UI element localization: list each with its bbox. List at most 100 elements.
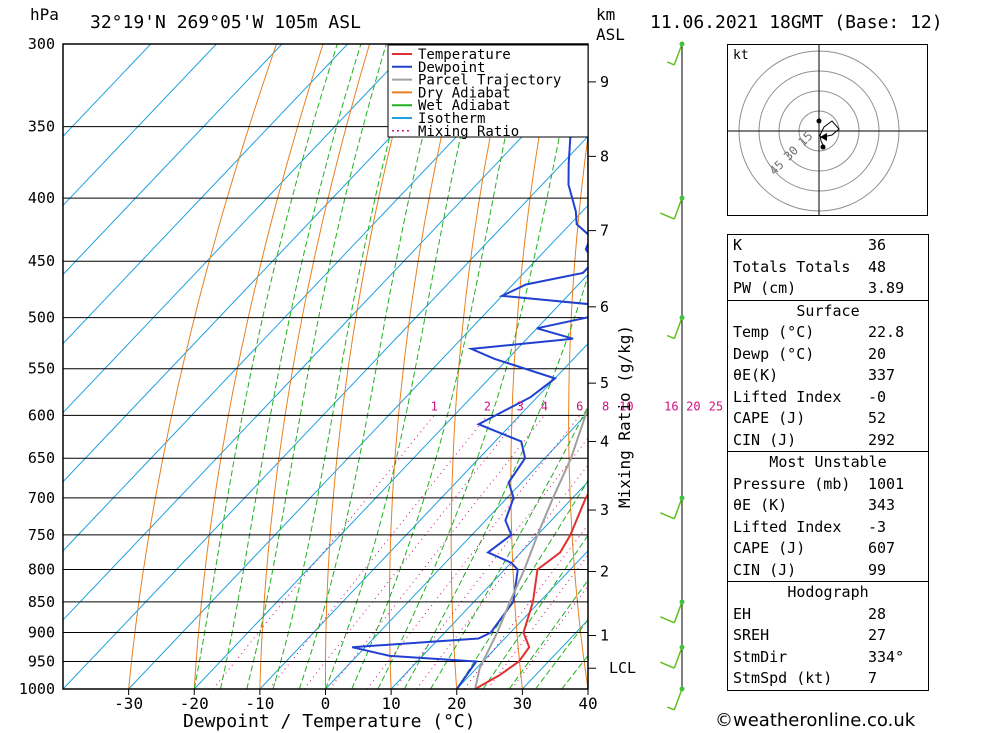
index-row: Dewp (°C) 20 <box>728 344 928 366</box>
index-value: 3.89 <box>868 279 905 297</box>
dry-adiabat-line <box>974 44 1000 689</box>
height-unit-asl-label: ASL <box>596 25 625 44</box>
pressure-tick-label: 700 <box>28 489 55 507</box>
km-tick-label: 1 <box>600 627 609 645</box>
mixing-ratio-label: 16 <box>664 399 678 413</box>
index-row: PW (cm) 3.89 <box>728 278 928 300</box>
index-label: CAPE (J) <box>733 409 806 427</box>
index-label: PW (cm) <box>733 279 797 297</box>
index-label: StmDir <box>733 647 788 666</box>
isotherm-line <box>63 44 152 138</box>
mixing-ratio-line <box>511 585 588 689</box>
index-value: 1001 <box>868 474 905 493</box>
index-label: Temp (°C) <box>733 323 815 341</box>
index-label: Totals Totals <box>733 257 851 276</box>
storm-motion-marker <box>820 133 827 141</box>
isotherm-line <box>325 411 588 689</box>
x-tick-label: -20 <box>180 694 209 713</box>
dewpoint-profile <box>351 44 588 689</box>
mixing-ratio-label: 10 <box>619 399 633 413</box>
legend-label: Temperature <box>418 47 511 63</box>
credit-label: ©weatheronline.co.uk <box>715 710 916 731</box>
isotherm-line <box>63 44 348 345</box>
location-label: 32°19'N 269°05'W 105m ASL <box>90 12 361 33</box>
mixing-ratio-label: 1 <box>431 399 438 413</box>
x-tick-label: -10 <box>245 694 274 713</box>
index-row: K 36 <box>728 235 928 257</box>
km-tick-label: 4 <box>600 432 609 450</box>
pressure-tick-label: 400 <box>28 189 55 207</box>
wet-adiabat-line <box>193 44 338 689</box>
wind-barb-staff <box>673 197 683 220</box>
index-label: Lifted Index <box>733 387 842 406</box>
index-row: CIN (J) 99 <box>728 560 928 582</box>
index-value: 337 <box>868 366 896 384</box>
dry-adiabat-line <box>259 44 371 689</box>
pressure-tick-label: 900 <box>28 624 55 642</box>
wet-adiabat-line <box>220 44 362 689</box>
mixing-ratio-label: 4 <box>541 399 548 413</box>
km-tick-label: 2 <box>600 562 609 580</box>
wet-adiabat-line <box>351 44 526 689</box>
index-label: Dewp (°C) <box>733 344 815 363</box>
index-row: θE(K) 337 <box>728 365 928 387</box>
index-label: StmSpd (kt) <box>733 669 833 687</box>
mixing-ratio-label: 3 <box>517 399 524 413</box>
datetime-label: 11.06.2021 18GMT (Base: 12) <box>650 12 943 33</box>
wet-adiabat-line <box>403 274 588 689</box>
km-tick-label: 5 <box>600 374 609 392</box>
pressure-tick-label: 300 <box>28 35 55 53</box>
x-tick-label: 30 <box>513 694 532 713</box>
isotherm-line <box>63 66 588 621</box>
km-tick-label: LCL <box>609 659 636 677</box>
legend-label: Dry Adiabat <box>418 85 511 101</box>
dry-adiabat-line <box>928 44 1000 689</box>
pressure-tick-label: 500 <box>28 309 55 327</box>
temperature-profile <box>474 492 588 689</box>
isotherm-line <box>390 481 588 689</box>
pressure-unit-label: hPa <box>30 5 59 24</box>
index-row: StmDir 334° <box>728 647 928 669</box>
index-label: EH <box>733 604 752 623</box>
index-row: Lifted Index -0 <box>728 387 928 409</box>
wet-adiabat-line <box>272 44 415 689</box>
hodograph-ring-label: 30 <box>781 143 801 163</box>
legend-label: Isotherm <box>418 111 485 127</box>
plot-frame <box>62 43 589 690</box>
x-tick-label: 10 <box>381 694 400 713</box>
index-value: 292 <box>868 430 896 449</box>
isotherm-line <box>128 204 588 689</box>
pressure-tick-label: 350 <box>28 118 55 136</box>
index-label: Pressure (mb) <box>733 474 851 493</box>
index-label: SREH <box>733 626 770 644</box>
isotherm-line <box>456 550 588 689</box>
index-row: CIN (J) 292 <box>728 430 928 452</box>
index-value: 607 <box>868 539 896 557</box>
index-row: θE (K) 343 <box>728 495 928 517</box>
index-value: 343 <box>868 496 896 514</box>
hodograph-trace <box>819 120 840 150</box>
x-axis-title: Dewpoint / Temperature (°C) <box>183 711 476 732</box>
index-value: 334° <box>868 647 905 666</box>
legend-label: Dewpoint <box>418 60 485 76</box>
wet-adiabat-line <box>377 44 579 689</box>
wind-barb-flag <box>667 61 675 66</box>
hodograph-section-title: Hodograph <box>787 583 869 601</box>
hodograph-unit-label: kt <box>733 48 749 63</box>
pressure-tick-label: 600 <box>28 406 55 424</box>
hodograph-point <box>816 118 822 124</box>
wind-barb-staff <box>673 688 683 711</box>
index-value: 52 <box>868 409 887 427</box>
km-tick-label: 6 <box>600 298 609 316</box>
km-tick-label: 8 <box>600 147 609 165</box>
wind-barb-flag <box>667 334 675 340</box>
mixing-ratio-label: 6 <box>576 399 583 413</box>
wind-barb-flag <box>660 512 675 520</box>
unstable-section-title: Most Unstable <box>769 453 887 471</box>
wind-barb-flag <box>660 212 675 220</box>
isotherm-line <box>259 342 588 689</box>
index-value: 20 <box>868 344 887 363</box>
mixing-ratio-label: 25 <box>709 399 723 413</box>
legend-label: Parcel Trajectory <box>418 73 561 89</box>
